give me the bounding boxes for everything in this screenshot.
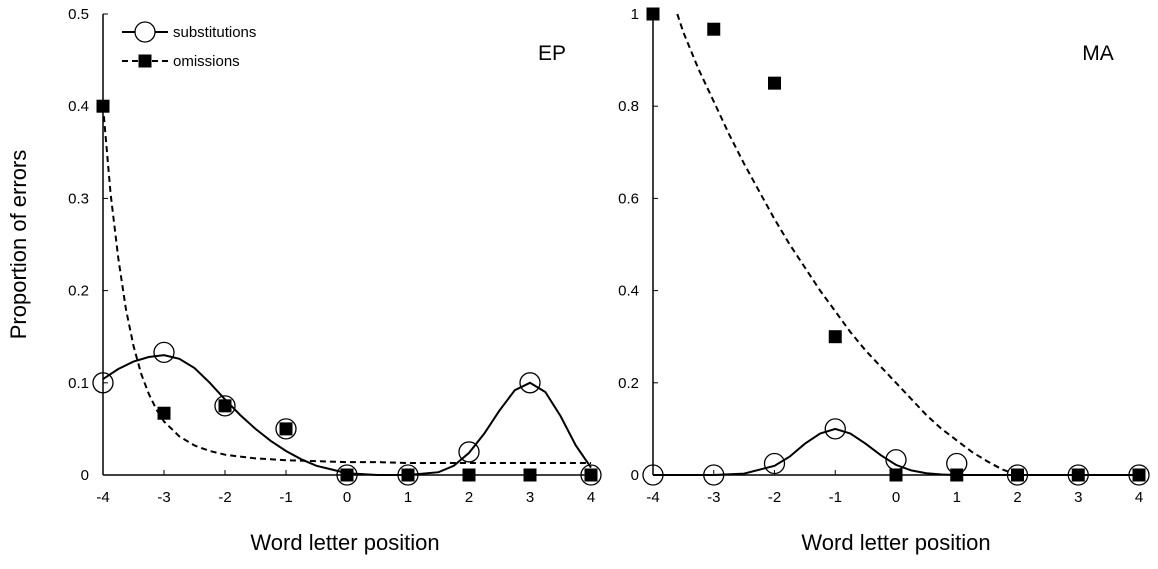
x-tick-label: -2: [768, 489, 781, 506]
x-tick-label: -1: [829, 489, 842, 506]
y-tick-label: 0.4: [618, 283, 639, 300]
omissions-point: [523, 468, 537, 482]
legend-substitutions-label: substitutions: [173, 24, 256, 41]
omissions-point: [96, 99, 110, 113]
x-tick-label: 0: [892, 489, 900, 506]
substitutions-point: [1067, 464, 1089, 486]
panel-ep: -4 -3 -2 -1 0 1 2 3 4 0 0.1 0.2 0.3 0.4 0.5 Word letter…: [6, 6, 602, 555]
omissions-point: [950, 468, 964, 482]
omissions-point: [1132, 468, 1146, 482]
y-tick-label: 0.1: [68, 375, 89, 392]
substitutions-point: [519, 372, 541, 394]
y-tick-label: 0.3: [68, 190, 89, 207]
y-tick-label: 0: [81, 467, 89, 484]
omissions-point: [1071, 468, 1085, 482]
panel-label: MA: [1082, 42, 1114, 65]
x-tick-label: 1: [404, 489, 412, 506]
omissions-point: [646, 7, 660, 21]
panel-label: EP: [538, 42, 566, 65]
omissions-point: [768, 76, 781, 90]
omissions-point: [401, 468, 415, 482]
substitutions-point: [763, 452, 786, 475]
substitutions-point: [275, 418, 297, 440]
x-tick-label: 2: [465, 489, 473, 506]
x-tick-label: 4: [1135, 489, 1143, 506]
y-tick-label: 0.4: [68, 98, 89, 115]
substitutions-point: [824, 418, 846, 440]
x-tick-label: 3: [526, 489, 534, 506]
substitutions-point: [1006, 464, 1029, 486]
x-tick-label: -2: [218, 489, 231, 506]
x-axis-title: Word letter position: [801, 530, 990, 555]
legend: substitutions omissions: [122, 21, 256, 70]
omissions-fit-curve: [102, 106, 591, 464]
x-tick-label: 1: [953, 489, 961, 506]
omissions-fit-curve: [676, 13, 1018, 476]
y-tick-label: 0.2: [618, 375, 639, 392]
x-tick-label: 3: [1074, 489, 1082, 506]
y-tick-label: 0.2: [68, 283, 89, 300]
x-tick-label: -4: [96, 489, 109, 506]
substitutions-point: [92, 372, 114, 394]
substitutions-point: [580, 464, 602, 486]
x-tick-label: -4: [646, 489, 659, 506]
substitutions-fit-curve: [653, 427, 1139, 476]
x-tick-label: 4: [587, 489, 595, 506]
substitutions-point: [397, 464, 419, 486]
y-tick-label: 1: [631, 6, 639, 23]
omissions-point: [157, 406, 171, 420]
legend-omissions-label: omissions: [173, 53, 240, 70]
y-tick-label: 0.6: [618, 190, 639, 207]
substitutions-point: [1128, 464, 1150, 486]
substitutions-point: [703, 464, 725, 486]
legend-substitutions-marker: [134, 21, 156, 43]
x-tick-label: -3: [157, 489, 170, 506]
x-axis-title: Word letter position: [250, 530, 439, 555]
y-tick-label: 0.5: [68, 6, 89, 23]
y-tick-label: 0.8: [618, 98, 639, 115]
omissions-point: [707, 22, 721, 36]
y-axis-title: Proportion of errors: [6, 150, 31, 340]
omissions-point: [828, 330, 842, 344]
substitutions-point: [458, 441, 480, 463]
substitutions-point: [336, 464, 358, 486]
substitutions-point: [153, 341, 175, 364]
legend-omissions-marker: [138, 54, 152, 68]
omissions-point: [279, 422, 293, 436]
substitutions-point: [642, 464, 664, 486]
y-tick-label: 0: [631, 467, 639, 484]
omissions-point: [340, 468, 354, 482]
omissions-point: [889, 468, 903, 482]
substitutions-fit-curve: [102, 354, 592, 476]
x-tick-label: -1: [279, 489, 292, 506]
substitutions-point: [214, 395, 236, 417]
x-tick-label: 2: [1013, 489, 1021, 506]
x-tick-label: 0: [343, 489, 351, 506]
panel-ma: -4 -3 -2 -1 0 1 2 3 4 0 0.2 0.4 0.6 0.8 1 Word letter p…: [618, 6, 1150, 555]
x-tick-label: -3: [707, 489, 720, 506]
omissions-point: [1011, 468, 1024, 482]
omissions-point: [584, 468, 598, 482]
omissions-point: [462, 468, 476, 482]
omissions-point: [218, 399, 232, 413]
